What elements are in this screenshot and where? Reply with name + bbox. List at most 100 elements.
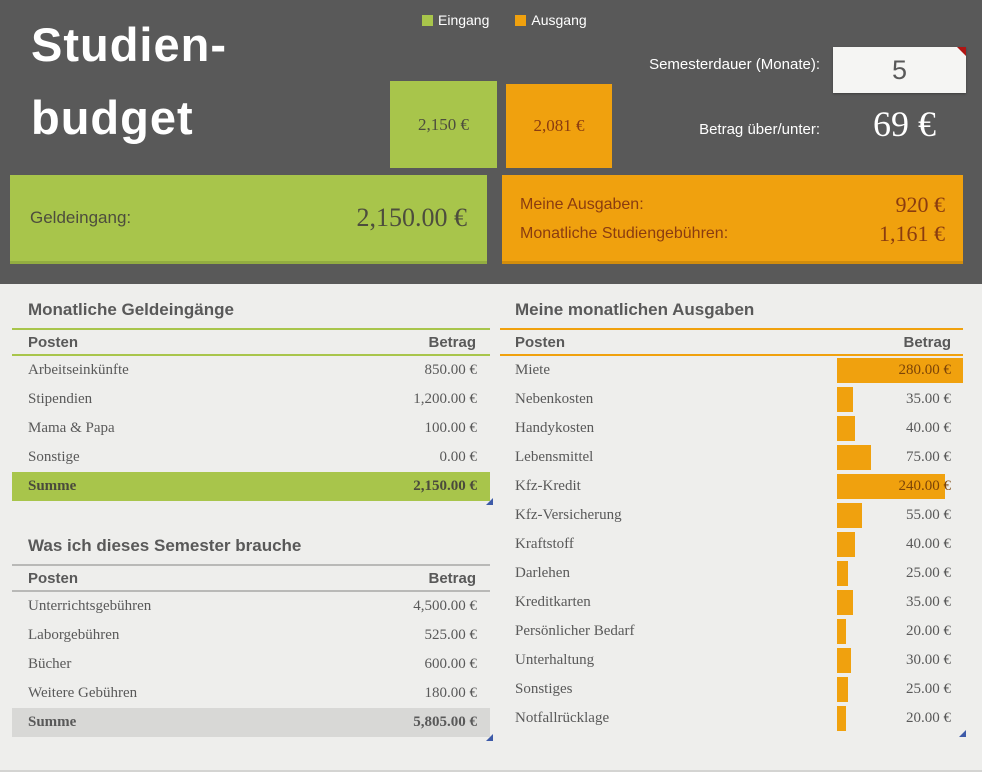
row-label-cell[interactable]: Arbeitseinkünfte [28,362,129,378]
row-label-cell[interactable]: Lebensmittel [515,449,594,465]
amount-data-bar [837,648,851,673]
income-table: Monatliche Geldeingänge Posten Betrag Ar… [12,300,493,505]
table-row: Handykosten 40.00 € [500,414,963,443]
row-label-cell[interactable]: Kfz-Kredit [515,478,581,494]
legend-label-eingang: Eingang [438,12,490,28]
cell-comment-flag-icon [957,47,966,56]
chart-bar-ausgang: 2,081 € [506,84,612,168]
table-row: Arbeitseinkünfte 850.00 € [12,356,490,385]
row-amount-cell[interactable]: 40.00 € [906,536,951,552]
row-label-cell[interactable]: Sonstiges [515,681,573,697]
row-label-cell[interactable]: Miete [515,362,550,378]
row-amount-cell[interactable]: 40.00 € [906,420,951,436]
row-amount-cell[interactable]: 180.00 € [424,685,478,701]
semester-duration-input[interactable]: 5 [833,47,966,93]
chart-bar-eingang: 2,150 € [390,81,497,168]
income-banner-label: Geldeingang: [30,208,132,227]
balance-value: 69 € [873,104,936,144]
semester-table-title: Was ich dieses Semester brauche [12,536,490,566]
row-label-cell[interactable]: Sonstige [28,449,80,465]
income-banner-value: 2,150.00 € [356,203,468,232]
table-resize-handle-icon[interactable] [486,498,493,505]
row-amount-cell[interactable]: 20.00 € [906,623,951,639]
row-amount-cell[interactable]: 100.00 € [424,420,478,436]
income-table-header: Posten Betrag [12,330,490,356]
row-label-cell[interactable]: Nebenkosten [515,391,594,407]
semester-needs-table: Was ich dieses Semester brauche Posten B… [12,536,493,741]
table-row: Sonstiges 25.00 € [500,675,963,704]
row-label-cell[interactable]: Unterhaltung [515,652,595,668]
legend-label-ausgang: Ausgang [531,12,587,28]
row-amount-cell[interactable]: 55.00 € [906,507,951,523]
row-label-cell[interactable]: Bücher [28,656,72,672]
amount-data-bar [837,474,945,499]
amount-data-bar [837,358,963,383]
row-amount-cell[interactable]: 1,200.00 € [413,391,477,407]
row-label-cell[interactable]: Kreditkarten [515,594,591,610]
row-label-cell[interactable]: Laborgebühren [28,627,120,643]
legend-swatch-orange-icon [515,14,527,26]
semester-total-row: Summe 5,805.00 € [12,708,493,741]
table-row: Unterhaltung 30.00 € [500,646,963,675]
expense-banner-row: Monatliche Studiengebühren: 1,161 € [520,219,945,248]
table-resize-handle-icon[interactable] [486,734,493,741]
table-row: Kfz-Versicherung 55.00 € [500,501,963,530]
table-row: Lebensmittel 75.00 € [500,443,963,472]
row-amount-cell[interactable]: 600.00 € [424,656,478,672]
row-label-cell[interactable]: Darlehen [515,565,570,581]
table-row: Nebenkosten 35.00 € [500,385,963,414]
chart-legend: Eingang Ausgang [422,12,587,28]
row-amount-cell[interactable]: 240.00 € [898,478,952,494]
expenses-table-rows: Miete 280.00 € Nebenkosten 35.00 € Handykost… [500,356,966,737]
row-amount-cell[interactable]: 0.00 € [439,449,478,465]
table-row: Miete 280.00 € [500,356,963,385]
amount-data-bar [837,532,855,557]
row-label-cell[interactable]: Notfallrücklage [515,710,610,726]
row-amount-cell[interactable]: 25.00 € [906,681,951,697]
expense-banner-value-2: 1,161 € [879,220,945,246]
row-amount-cell[interactable]: 850.00 € [424,362,478,378]
table-row: Kfz-Kredit 240.00 € [500,472,963,501]
amount-data-bar [837,619,846,644]
table-resize-handle-icon[interactable] [959,730,966,737]
column-header-posten: Posten [28,333,79,351]
row-label-cell[interactable]: Persönlicher Bedarf [515,623,635,639]
row-label-cell[interactable]: Mama & Papa [28,420,115,436]
row-amount-cell[interactable]: 25.00 € [906,565,951,581]
row-amount-cell[interactable]: 35.00 € [906,594,951,610]
row-amount-cell[interactable]: 30.00 € [906,652,951,668]
column-header-betrag: Betrag [428,569,476,587]
row-label-cell[interactable]: Weitere Gebühren [28,685,138,701]
semester-total-label: Summe [28,714,77,730]
table-row: Darlehen 25.00 € [500,559,963,588]
table-row: Persönlicher Bedarf 20.00 € [500,617,963,646]
row-label-cell[interactable]: Kraftstoff [515,536,574,552]
table-row: Unterrichtsgebühren 4,500.00 € [12,592,490,621]
amount-data-bar [837,445,871,470]
page-title: Studien- budget [31,8,227,154]
row-amount-cell[interactable]: 35.00 € [906,391,951,407]
balance-label: Betrag über/unter: [699,121,820,138]
row-label-cell[interactable]: Kfz-Versicherung [515,507,622,523]
income-total-label: Summe [28,478,77,494]
row-amount-cell[interactable]: 4,500.00 € [413,598,477,614]
legend-swatch-green-icon [422,14,433,26]
expenses-table-title: Meine monatlichen Ausgaben [500,300,963,330]
expense-banner-label-1: Meine Ausgaben: [520,195,644,213]
page-title-line1: Studien- [31,18,227,71]
chart-bar-eingang-value: 2,150 € [418,114,469,134]
row-label-cell[interactable]: Stipendien [28,391,93,407]
row-amount-cell[interactable]: 525.00 € [424,627,478,643]
income-table-rows: Arbeitseinkünfte 850.00 € Stipendien 1,200.… [12,356,490,472]
row-amount-cell[interactable]: 75.00 € [906,449,951,465]
semester-total-value: 5,805.00 € [413,714,477,730]
row-label-cell[interactable]: Unterrichtsgebühren [28,598,152,614]
row-label-cell[interactable]: Handykosten [515,420,595,436]
row-amount-cell[interactable]: 280.00 € [898,362,952,378]
income-total-row: Summe 2,150.00 € [12,472,493,505]
expenses-table-header: Posten Betrag [500,330,963,356]
chart-bar-ausgang-value: 2,081 € [533,116,585,135]
income-expense-column-chart: 2,150 € 2,081 € [390,81,614,168]
row-amount-cell[interactable]: 20.00 € [906,710,951,726]
